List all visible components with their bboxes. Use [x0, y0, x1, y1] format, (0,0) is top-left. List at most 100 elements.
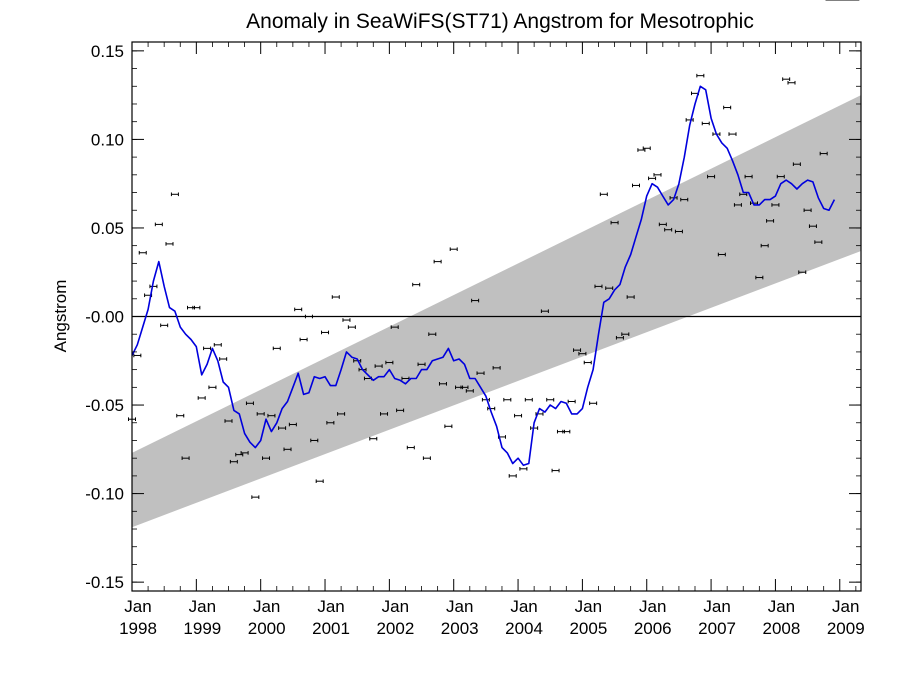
- data-point: [492, 366, 501, 370]
- data-point: [385, 360, 394, 365]
- data-point: [465, 389, 474, 393]
- data-point: [615, 335, 624, 340]
- data-point: [476, 371, 485, 375]
- data-point: [594, 284, 603, 289]
- data-point: [567, 399, 576, 404]
- data-point: [653, 173, 662, 177]
- data-point: [444, 424, 453, 429]
- x-tick-label-year: 2002: [376, 619, 414, 638]
- data-point: [138, 250, 147, 255]
- x-tick-label-year: 2006: [634, 619, 672, 638]
- data-point: [267, 413, 276, 418]
- y-tick-label: 0.05: [91, 219, 124, 238]
- data-point: [717, 252, 726, 257]
- data-point: [819, 151, 828, 156]
- data-point: [160, 323, 169, 328]
- data-point: [589, 401, 598, 406]
- data-point: [803, 208, 812, 213]
- data-point: [519, 467, 528, 471]
- data-point: [487, 406, 496, 411]
- x-tick-label-month: Jan: [768, 597, 795, 616]
- data-point: [514, 413, 523, 418]
- trend-band: [132, 95, 861, 528]
- data-point: [315, 479, 324, 483]
- y-tick-label: -0.05: [85, 396, 124, 415]
- data-point: [224, 419, 233, 423]
- data-point: [326, 420, 335, 425]
- data-point: [272, 346, 281, 351]
- data-point: [203, 346, 212, 351]
- data-point: [294, 307, 303, 312]
- data-point: [310, 438, 319, 443]
- data-point: [524, 397, 533, 402]
- data-point: [782, 77, 791, 81]
- data-point: [181, 456, 190, 460]
- data-point: [733, 203, 742, 207]
- data-point: [680, 197, 689, 202]
- data-point: [154, 222, 163, 227]
- data-point: [621, 332, 630, 337]
- data-point: [664, 227, 673, 232]
- x-tick-label-month: Jan: [317, 597, 344, 616]
- data-point: [262, 456, 271, 460]
- data-point: [696, 73, 705, 78]
- data-point: [412, 282, 421, 287]
- data-point: [685, 118, 694, 122]
- x-tick-label-month: Jan: [703, 597, 730, 616]
- x-tick-label-year: 2003: [441, 619, 479, 638]
- data-point: [728, 132, 737, 136]
- data-point: [321, 330, 330, 335]
- data-point: [701, 121, 710, 126]
- data-point: [256, 412, 265, 416]
- data-point: [170, 192, 179, 197]
- data-point: [299, 337, 308, 342]
- data-point: [213, 343, 222, 347]
- data-point: [760, 243, 769, 248]
- x-tick-label-year: 2000: [248, 619, 286, 638]
- data-point: [771, 203, 780, 207]
- x-tick-label-year: 2004: [505, 619, 543, 638]
- x-tick-label-month: Jan: [382, 597, 409, 616]
- data-point: [165, 242, 174, 246]
- plot-area: -0.15 -0.10 -0.05 -0.00 0.05 0.10 0.15 Jan 1998 J…: [85, 0, 865, 638]
- x-tick-label-year: 2009: [827, 619, 865, 638]
- data-point: [481, 397, 490, 402]
- data-point: [508, 474, 517, 478]
- data-point: [503, 397, 512, 402]
- data-point: [433, 259, 442, 264]
- data-point: [219, 357, 228, 361]
- data-point: [707, 174, 716, 179]
- smoothed-series-line: [132, 85, 836, 467]
- data-point: [626, 295, 635, 299]
- x-tick-label-month: Jan: [253, 597, 280, 616]
- data-point: [631, 183, 640, 188]
- data-point: [776, 174, 785, 179]
- data-point: [674, 229, 683, 234]
- data-point: [422, 456, 431, 460]
- data-point: [562, 429, 571, 434]
- x-tick-label-month: Jan: [832, 597, 859, 616]
- data-point: [390, 325, 399, 329]
- data-point: [642, 146, 651, 151]
- y-tick-label: -0.00: [85, 308, 124, 327]
- y-tick-label: 0.15: [91, 42, 124, 61]
- data-point: [540, 309, 549, 313]
- data-point: [149, 284, 158, 289]
- y-axis-label: Angstrom: [51, 280, 70, 353]
- data-point: [396, 408, 405, 413]
- data-point: [792, 162, 801, 166]
- data-point: [449, 247, 458, 252]
- data-point: [406, 445, 415, 450]
- x-tick-label-month: Jan: [124, 597, 151, 616]
- data-point: [347, 325, 356, 329]
- x-tick-label-year: 1998: [119, 619, 157, 638]
- chart-title: Anomaly in SeaWiFS(ST71) Angstrom for Me…: [246, 10, 754, 33]
- data-point: [578, 351, 587, 356]
- data-point: [428, 332, 437, 337]
- data-point: [658, 222, 667, 227]
- y-tick-label: -0.15: [85, 573, 124, 592]
- data-point: [605, 286, 614, 290]
- data-point: [551, 468, 560, 473]
- data-point: [240, 451, 249, 455]
